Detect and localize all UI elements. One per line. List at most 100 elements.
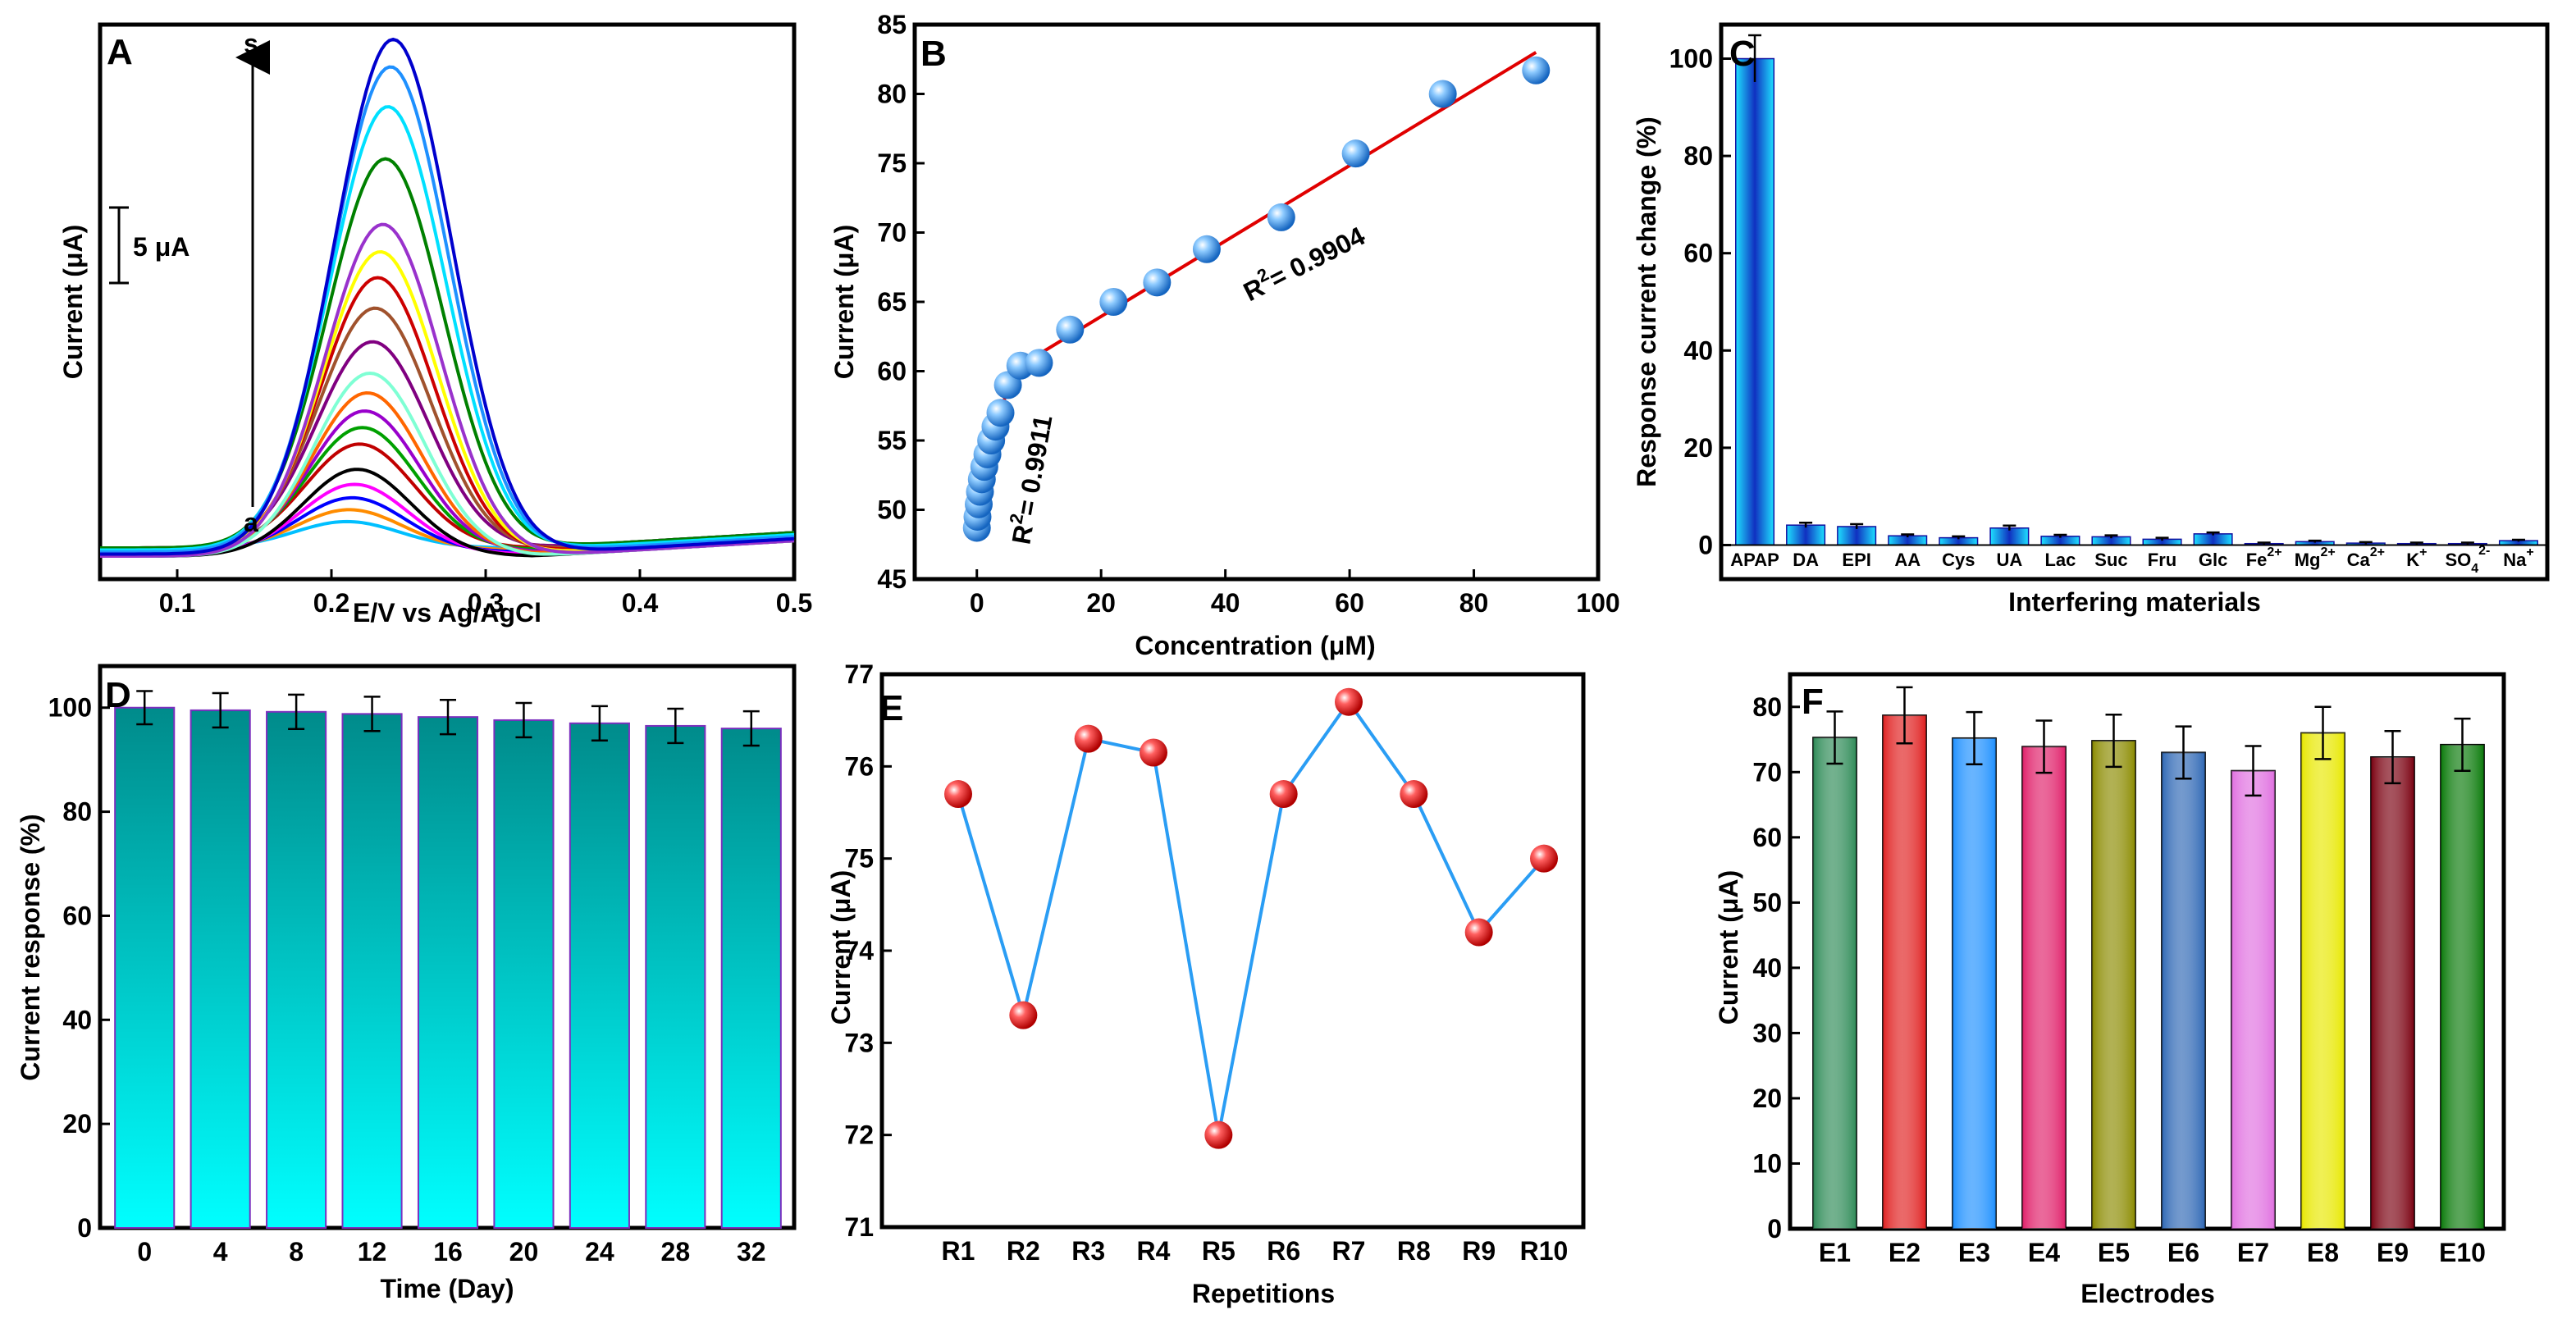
panel-c-category-label: AA	[1894, 550, 1921, 570]
panel-e-xtick-label: R3	[1071, 1236, 1105, 1266]
panel-a-curve-h	[100, 409, 795, 554]
panel-a-curve-m	[100, 276, 795, 554]
panel-a-ticks: 0.1 0.2 0.3 0.4 0.5	[159, 569, 812, 618]
panel-b-point	[1192, 235, 1221, 263]
panel-d-bar-12	[341, 713, 403, 1229]
panel-f-bar-sheen	[2371, 757, 2414, 1229]
panel-c-bars	[1721, 34, 2547, 546]
panel-f-xtick-label: E6	[2167, 1238, 2199, 1267]
panel-f-ytick-label: 60	[1752, 823, 1782, 852]
panel-f-ytick-label: 50	[1752, 888, 1782, 917]
panel-a-curve-s	[100, 37, 795, 556]
panel-f-xtick-label: E4	[2028, 1238, 2060, 1267]
panel-b-point	[1056, 315, 1085, 344]
panel-e-xtick-label: R2	[1007, 1236, 1040, 1266]
panel-f-xtick-label: E2	[1889, 1238, 1921, 1267]
panel-a-curve-i	[100, 390, 795, 556]
panel-d-xtick-label: 16	[433, 1237, 463, 1266]
panel-d-xtick-label: 8	[289, 1237, 304, 1266]
panel-b-ticks: 45 50 55 60 65 70 75 80 85 0 20 40 60 80 100	[877, 10, 1619, 618]
panel-d-xtick-label: 32	[737, 1237, 766, 1266]
panel-e-point-R2	[1009, 1001, 1038, 1029]
panel-e-point-R9	[1464, 918, 1493, 947]
panel-a-arrow-end-label: s	[244, 29, 258, 58]
panel-b-ytick-label: 45	[877, 564, 907, 594]
panel-f-ytick-label: 40	[1752, 953, 1782, 983]
panel-e-xtick-label: R10	[1520, 1236, 1569, 1266]
panel-a-scale-label: 5 μA	[133, 232, 190, 262]
panel-f-xtick-label: E5	[2098, 1238, 2130, 1267]
panel-e-label: E	[879, 688, 903, 728]
panel-b-point	[986, 399, 1015, 427]
panel-c-category-label: Fru	[2148, 550, 2176, 570]
panel-e-xtick-label: R1	[942, 1236, 975, 1266]
panel-d-bars	[114, 690, 782, 1229]
panel-f-xtick-label: E1	[1819, 1238, 1851, 1267]
panel-b-points	[962, 56, 1551, 542]
panel-e-ylabel: Current (μA)	[826, 870, 856, 1025]
panel-e-frame	[879, 672, 1586, 1230]
panel-e-point-R1	[944, 780, 972, 809]
panel-d-bar-32	[720, 728, 782, 1229]
panel-d-xtick-label: 20	[509, 1237, 539, 1266]
panel-c-category-label: UA	[1996, 550, 2022, 570]
panel-b-point	[1341, 139, 1370, 168]
panel-c-category-label: Suc	[2094, 550, 2127, 570]
panel-c-xlabel: Interfering materials	[2008, 587, 2261, 617]
panel-b: 45 50 55 60 65 70 75 80 85 0 20 40 60 80 100 B Concent…	[829, 10, 1620, 660]
panel-e-xtick-label: R8	[1397, 1236, 1431, 1266]
panel-e-point-R7	[1335, 687, 1363, 716]
panel-b-ytick-label: 75	[877, 148, 907, 178]
panel-f-frame	[1788, 672, 2506, 1231]
panel-a-curve-p	[100, 157, 795, 550]
panel-b-annotation-1: R2= 0.9911	[1003, 412, 1058, 546]
panel-a-xtick-label: 0.3	[468, 588, 504, 618]
panel-c-category-label: APAP	[1730, 550, 1779, 570]
panel-c-label: C	[1729, 34, 1756, 74]
panel-b-point	[1099, 288, 1128, 316]
panel-d-ytick-label: 20	[62, 1109, 92, 1139]
panel-e-series-line	[957, 699, 1546, 1136]
panel-e-point-R10	[1530, 844, 1558, 873]
panel-b-ytick-label: 80	[877, 80, 907, 109]
panel-d-bar-0	[114, 706, 176, 1229]
panel-f-xtick-label: E7	[2237, 1238, 2269, 1267]
panel-a-xtick-label: 0.2	[313, 588, 349, 618]
panel-f-bar-sheen	[2231, 770, 2275, 1229]
panel-a: 0.1 0.2 0.3 0.4 0.5 A E/V vs Ag/AgCl Current…	[58, 22, 812, 627]
panel-c-category-label: EPI	[1842, 550, 1870, 570]
panel-c-ytick-label: 40	[1683, 335, 1713, 365]
panel-e-point-R5	[1204, 1120, 1233, 1149]
panel-d-ticks: 0 20 40 60 80 100 0 4 8 12 16 20 24 28 32	[48, 693, 766, 1266]
panel-c-category-label: Mg2+	[2295, 545, 2336, 570]
panel-c: 0 20 40 60 80 100 APAP DA EPI AA Cys UA Lac Suc Fru Gl…	[1632, 22, 2550, 617]
panel-d-ytick-label: 60	[62, 901, 92, 930]
panel-d-ytick-label: 100	[48, 693, 92, 723]
panel-e-ticks: 71 72 73 74 75 76 77 R1 R2 R3 R4 R5 R6 R7 R8 R9 R10	[844, 659, 1568, 1266]
svg-text:R2= 0.9911: R2= 0.9911	[1003, 412, 1058, 546]
panel-c-ytick-label: 0	[1698, 530, 1713, 559]
panel-f-xtick-label: E8	[2307, 1238, 2339, 1267]
panel-e-ytick-label: 74	[844, 936, 874, 965]
panel-a-xtick-label: 0.4	[622, 588, 659, 618]
panel-f-bars	[1812, 686, 2485, 1230]
panel-b-xtick-label: 60	[1335, 588, 1364, 618]
panel-b-point	[1428, 80, 1457, 108]
panel-b-ytick-label: 60	[877, 357, 907, 386]
panel-b-label: B	[920, 34, 947, 74]
panel-e-xtick-label: R4	[1137, 1236, 1171, 1266]
panel-b-xtick-label: 0	[970, 588, 984, 618]
panel-d-bar-8	[266, 710, 327, 1229]
panel-f-xlabel: Electrodes	[2080, 1279, 2215, 1308]
panel-c-bar-Glc	[2193, 533, 2233, 546]
panel-f-ticks: 0 10 20 30 40 50 60 70 80 E1 E2 E3 E4 E5 E6 E7 E8 E9 E10	[1752, 692, 2486, 1267]
panel-f-ytick-label: 10	[1752, 1148, 1782, 1178]
panel-f-xtick-label: E10	[2439, 1238, 2486, 1267]
panel-f-bar-sheen	[1813, 737, 1857, 1229]
panel-a-ylabel: Current (μA)	[58, 225, 88, 379]
panel-b-point	[1522, 56, 1551, 84]
panel-e-ytick-label: 71	[844, 1212, 874, 1242]
panel-d-ytick-label: 80	[62, 797, 92, 827]
panel-f-bar-sheen	[1953, 737, 1996, 1229]
panel-d-xtick-label: 24	[585, 1237, 614, 1266]
